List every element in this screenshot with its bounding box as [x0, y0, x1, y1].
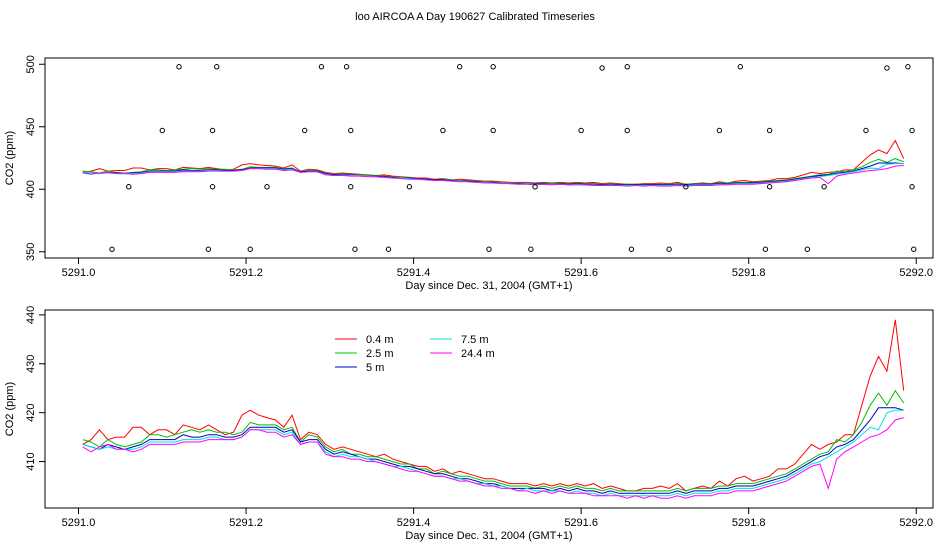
flag-point [863, 127, 869, 134]
flag-point [343, 64, 350, 70]
flag-point [205, 246, 212, 252]
series-line-2-5-mm [82, 389, 905, 492]
y-tick-label: 450 [25, 118, 37, 136]
flag-point [406, 184, 413, 190]
x-tick-label: 5292.0 [899, 517, 933, 529]
flag-point [490, 64, 496, 70]
legend-label: 24.4 m [461, 348, 495, 360]
x-tick-label: 5291.2 [229, 267, 263, 279]
flag-point [804, 246, 811, 252]
x-axis-label: Day since Dec. 31, 2004 (GMT+1) [405, 280, 572, 292]
x-tick-label: 5291.0 [62, 517, 96, 529]
flag-point [528, 246, 534, 252]
x-tick-label: 5291.8 [732, 517, 766, 529]
flag-point [666, 246, 672, 252]
y-tick-label: 350 [25, 243, 37, 261]
series-line-24-4-mm [82, 165, 904, 187]
y-tick-label: 400 [25, 180, 37, 198]
flag-point [905, 64, 911, 70]
flag-point [737, 64, 744, 70]
legend-label: 7.5 m [461, 334, 489, 346]
flag-point [126, 184, 132, 190]
flag-point [683, 184, 689, 190]
series-line-24-4-mm [82, 417, 904, 499]
series-line-0-4-mm [82, 319, 905, 492]
flag-point [209, 127, 216, 134]
series-line-2-5-mm [82, 158, 904, 185]
flag-point [599, 65, 605, 71]
top-panel: 5291.0 5291.2 5291.4 5291.6 5291.8 5292.0 350 4… [4, 55, 934, 292]
flag-point [766, 184, 773, 190]
x-tick-label: 5291.4 [397, 517, 431, 529]
x-tick-label: 5291.2 [229, 517, 263, 529]
flag-point [385, 246, 392, 252]
flag-point [716, 127, 723, 134]
y-tick-label: 440 [25, 306, 37, 324]
flag-point [109, 246, 115, 252]
flag-point [624, 127, 630, 134]
y-axis-label: CO2 (ppm) [4, 382, 16, 436]
legend-label: 2.5 m [366, 348, 394, 360]
flag-point [348, 184, 354, 190]
flag-point [766, 127, 773, 134]
series-line-0-4-mm [82, 139, 905, 185]
legend-label: 0.4 m [366, 334, 394, 346]
flag-point [624, 64, 630, 70]
flag-point [352, 246, 358, 252]
flag-point [159, 127, 165, 134]
flag-point [318, 64, 325, 70]
x-axis-label: Day since Dec. 31, 2004 (GMT+1) [405, 530, 572, 542]
flag-point [909, 127, 915, 134]
flag-point [301, 127, 308, 134]
plot-frame [44, 57, 934, 259]
x-tick-label: 5291.8 [732, 267, 766, 279]
series-line-5-mm [82, 162, 904, 186]
flag-point [264, 184, 270, 190]
flag-point [209, 184, 216, 190]
y-tick-label: 430 [25, 355, 37, 373]
flag-point [247, 246, 253, 252]
flag-point [486, 246, 492, 252]
bottom-panel: 5291.0 5291.2 5291.4 5291.6 5291.8 5292.0 410 4… [4, 306, 934, 542]
flag-point [578, 127, 584, 134]
flag-point [884, 65, 890, 71]
flag-point [911, 246, 917, 252]
x-tick-label: 5291.6 [564, 517, 598, 529]
flag-point [176, 64, 182, 70]
y-tick-label: 500 [25, 55, 37, 73]
y-tick-label: 410 [25, 452, 37, 470]
flag-point [490, 127, 496, 134]
y-axis-label: CO2 (ppm) [4, 131, 16, 185]
flag-point [628, 246, 635, 252]
flag-point [821, 184, 827, 190]
flag-point [762, 246, 769, 252]
flag-point [440, 127, 446, 134]
plot-frame [44, 309, 934, 509]
figure-title: loo AIRCOA A Day 190627 Calibrated Times… [355, 11, 595, 23]
x-tick-label: 5291.6 [564, 267, 598, 279]
flag-point [456, 64, 463, 70]
x-tick-label: 5292.0 [899, 267, 933, 279]
flag-point [214, 64, 220, 70]
x-tick-label: 5291.4 [397, 267, 431, 279]
series-line-5-mm [82, 407, 904, 494]
x-tick-label: 5291.0 [62, 267, 96, 279]
flag-point [909, 184, 915, 190]
y-tick-label: 420 [25, 403, 37, 421]
flag-point [532, 184, 538, 190]
flag-point [348, 127, 354, 134]
legend-label: 5 m [366, 362, 384, 374]
